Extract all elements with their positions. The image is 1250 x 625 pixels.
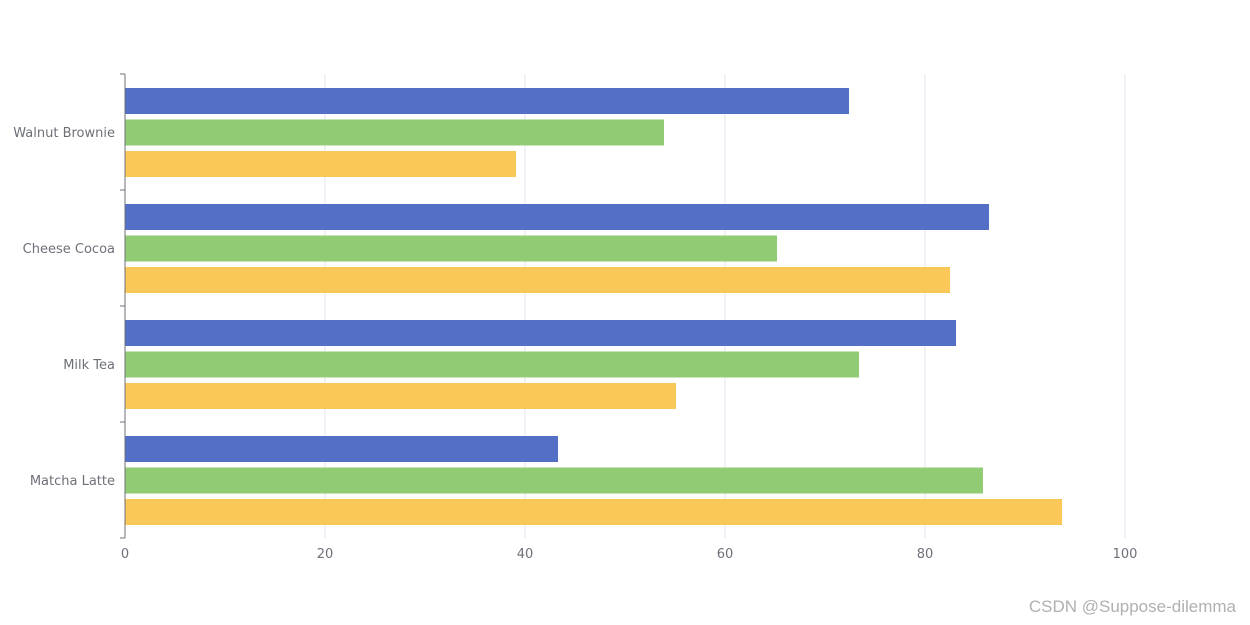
x-tick-label: 100	[1113, 547, 1138, 562]
x-tick-label: 20	[317, 547, 334, 562]
bar-walnut-brownie-series-1	[125, 88, 849, 114]
bar-walnut-brownie-series-3	[125, 151, 516, 177]
watermark: CSDN @Suppose-dilemma	[1028, 597, 1236, 616]
bar-matcha-latte-series-1	[125, 436, 558, 462]
bar-walnut-brownie-series-2	[125, 119, 664, 146]
y-tick-label: Cheese Cocoa	[23, 242, 115, 257]
y-tick-label: Milk Tea	[63, 358, 115, 373]
bar-milk-tea-series-3	[125, 383, 676, 409]
y-tick-label: Matcha Latte	[30, 474, 115, 489]
x-tick-label: 60	[717, 547, 734, 562]
x-tick-label: 0	[121, 547, 129, 562]
bar-milk-tea-series-2	[125, 351, 859, 378]
bar-matcha-latte-series-3	[125, 499, 1062, 525]
y-tick-label: Walnut Brownie	[13, 126, 115, 141]
x-tick-label: 80	[917, 547, 934, 562]
x-tick-label: 40	[517, 547, 534, 562]
bar-milk-tea-series-1	[125, 320, 956, 346]
bar-cheese-cocoa-series-2	[125, 235, 777, 262]
bar-cheese-cocoa-series-1	[125, 204, 989, 230]
bar-cheese-cocoa-series-3	[125, 267, 950, 293]
bar-matcha-latte-series-2	[125, 467, 983, 494]
